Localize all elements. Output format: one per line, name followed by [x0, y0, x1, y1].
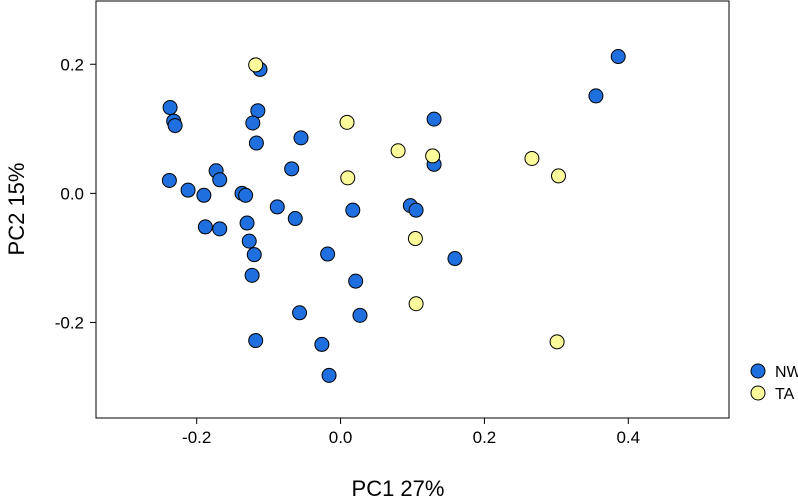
point-nw: [348, 273, 364, 289]
point-nw: [284, 161, 300, 177]
point-nw: [314, 336, 330, 352]
point-nw: [292, 305, 308, 321]
legend-marker-ta: [750, 385, 766, 401]
point-nw: [246, 247, 262, 263]
series-ta: [248, 57, 567, 350]
point-nw: [352, 307, 368, 323]
point-nw: [238, 187, 254, 203]
point-ta: [425, 148, 441, 164]
legend-label-ta: TA: [775, 386, 795, 403]
point-ta: [339, 114, 355, 130]
x-tick-label: 0.0: [329, 428, 353, 447]
point-nw: [287, 211, 303, 227]
point-nw: [321, 367, 337, 383]
point-ta: [340, 170, 356, 186]
point-nw: [180, 182, 196, 198]
point-nw: [245, 115, 261, 131]
y-axis-label: PC2 15%: [4, 163, 29, 256]
point-nw: [269, 199, 285, 215]
point-nw: [241, 233, 257, 249]
point-nw: [345, 202, 361, 218]
point-nw: [197, 219, 213, 235]
point-ta: [248, 57, 264, 73]
point-ta: [551, 168, 567, 184]
series-nw: [161, 49, 626, 383]
point-nw: [248, 135, 264, 151]
y-tick-label: -0.2: [55, 313, 84, 332]
point-nw: [293, 130, 309, 146]
legend: NW TA: [750, 363, 798, 403]
point-nw: [162, 100, 178, 116]
point-nw: [167, 118, 183, 134]
point-nw: [610, 49, 626, 65]
point-nw: [161, 172, 177, 188]
point-nw: [239, 215, 255, 231]
point-nw: [244, 267, 260, 283]
point-nw: [588, 88, 604, 104]
point-nw: [196, 187, 212, 203]
point-nw: [212, 172, 228, 188]
point-ta: [549, 334, 565, 350]
y-tick-label: 0.0: [60, 184, 84, 203]
point-ta: [390, 143, 406, 159]
x-tick-label: -0.2: [182, 428, 211, 447]
point-nw: [248, 333, 264, 349]
point-ta: [407, 231, 423, 247]
plot-frame: [95, 0, 730, 419]
point-nw: [426, 111, 442, 127]
y-tick-label: 0.2: [60, 55, 84, 74]
x-axis: -0.2 0.0 0.2 0.4: [182, 418, 640, 447]
legend-label-nw: NW: [775, 364, 798, 381]
x-axis-label: PC1 27%: [352, 476, 445, 501]
point-nw: [212, 221, 228, 237]
point-nw: [408, 202, 424, 218]
point-nw: [320, 246, 336, 262]
point-ta: [408, 296, 424, 312]
data-points: [161, 49, 626, 383]
x-tick-label: 0.2: [473, 428, 497, 447]
point-nw: [447, 251, 463, 267]
x-tick-label: 0.4: [616, 428, 640, 447]
y-axis: -0.2 0.0 0.2: [55, 55, 96, 332]
point-ta: [524, 151, 540, 167]
legend-marker-nw: [750, 363, 766, 379]
